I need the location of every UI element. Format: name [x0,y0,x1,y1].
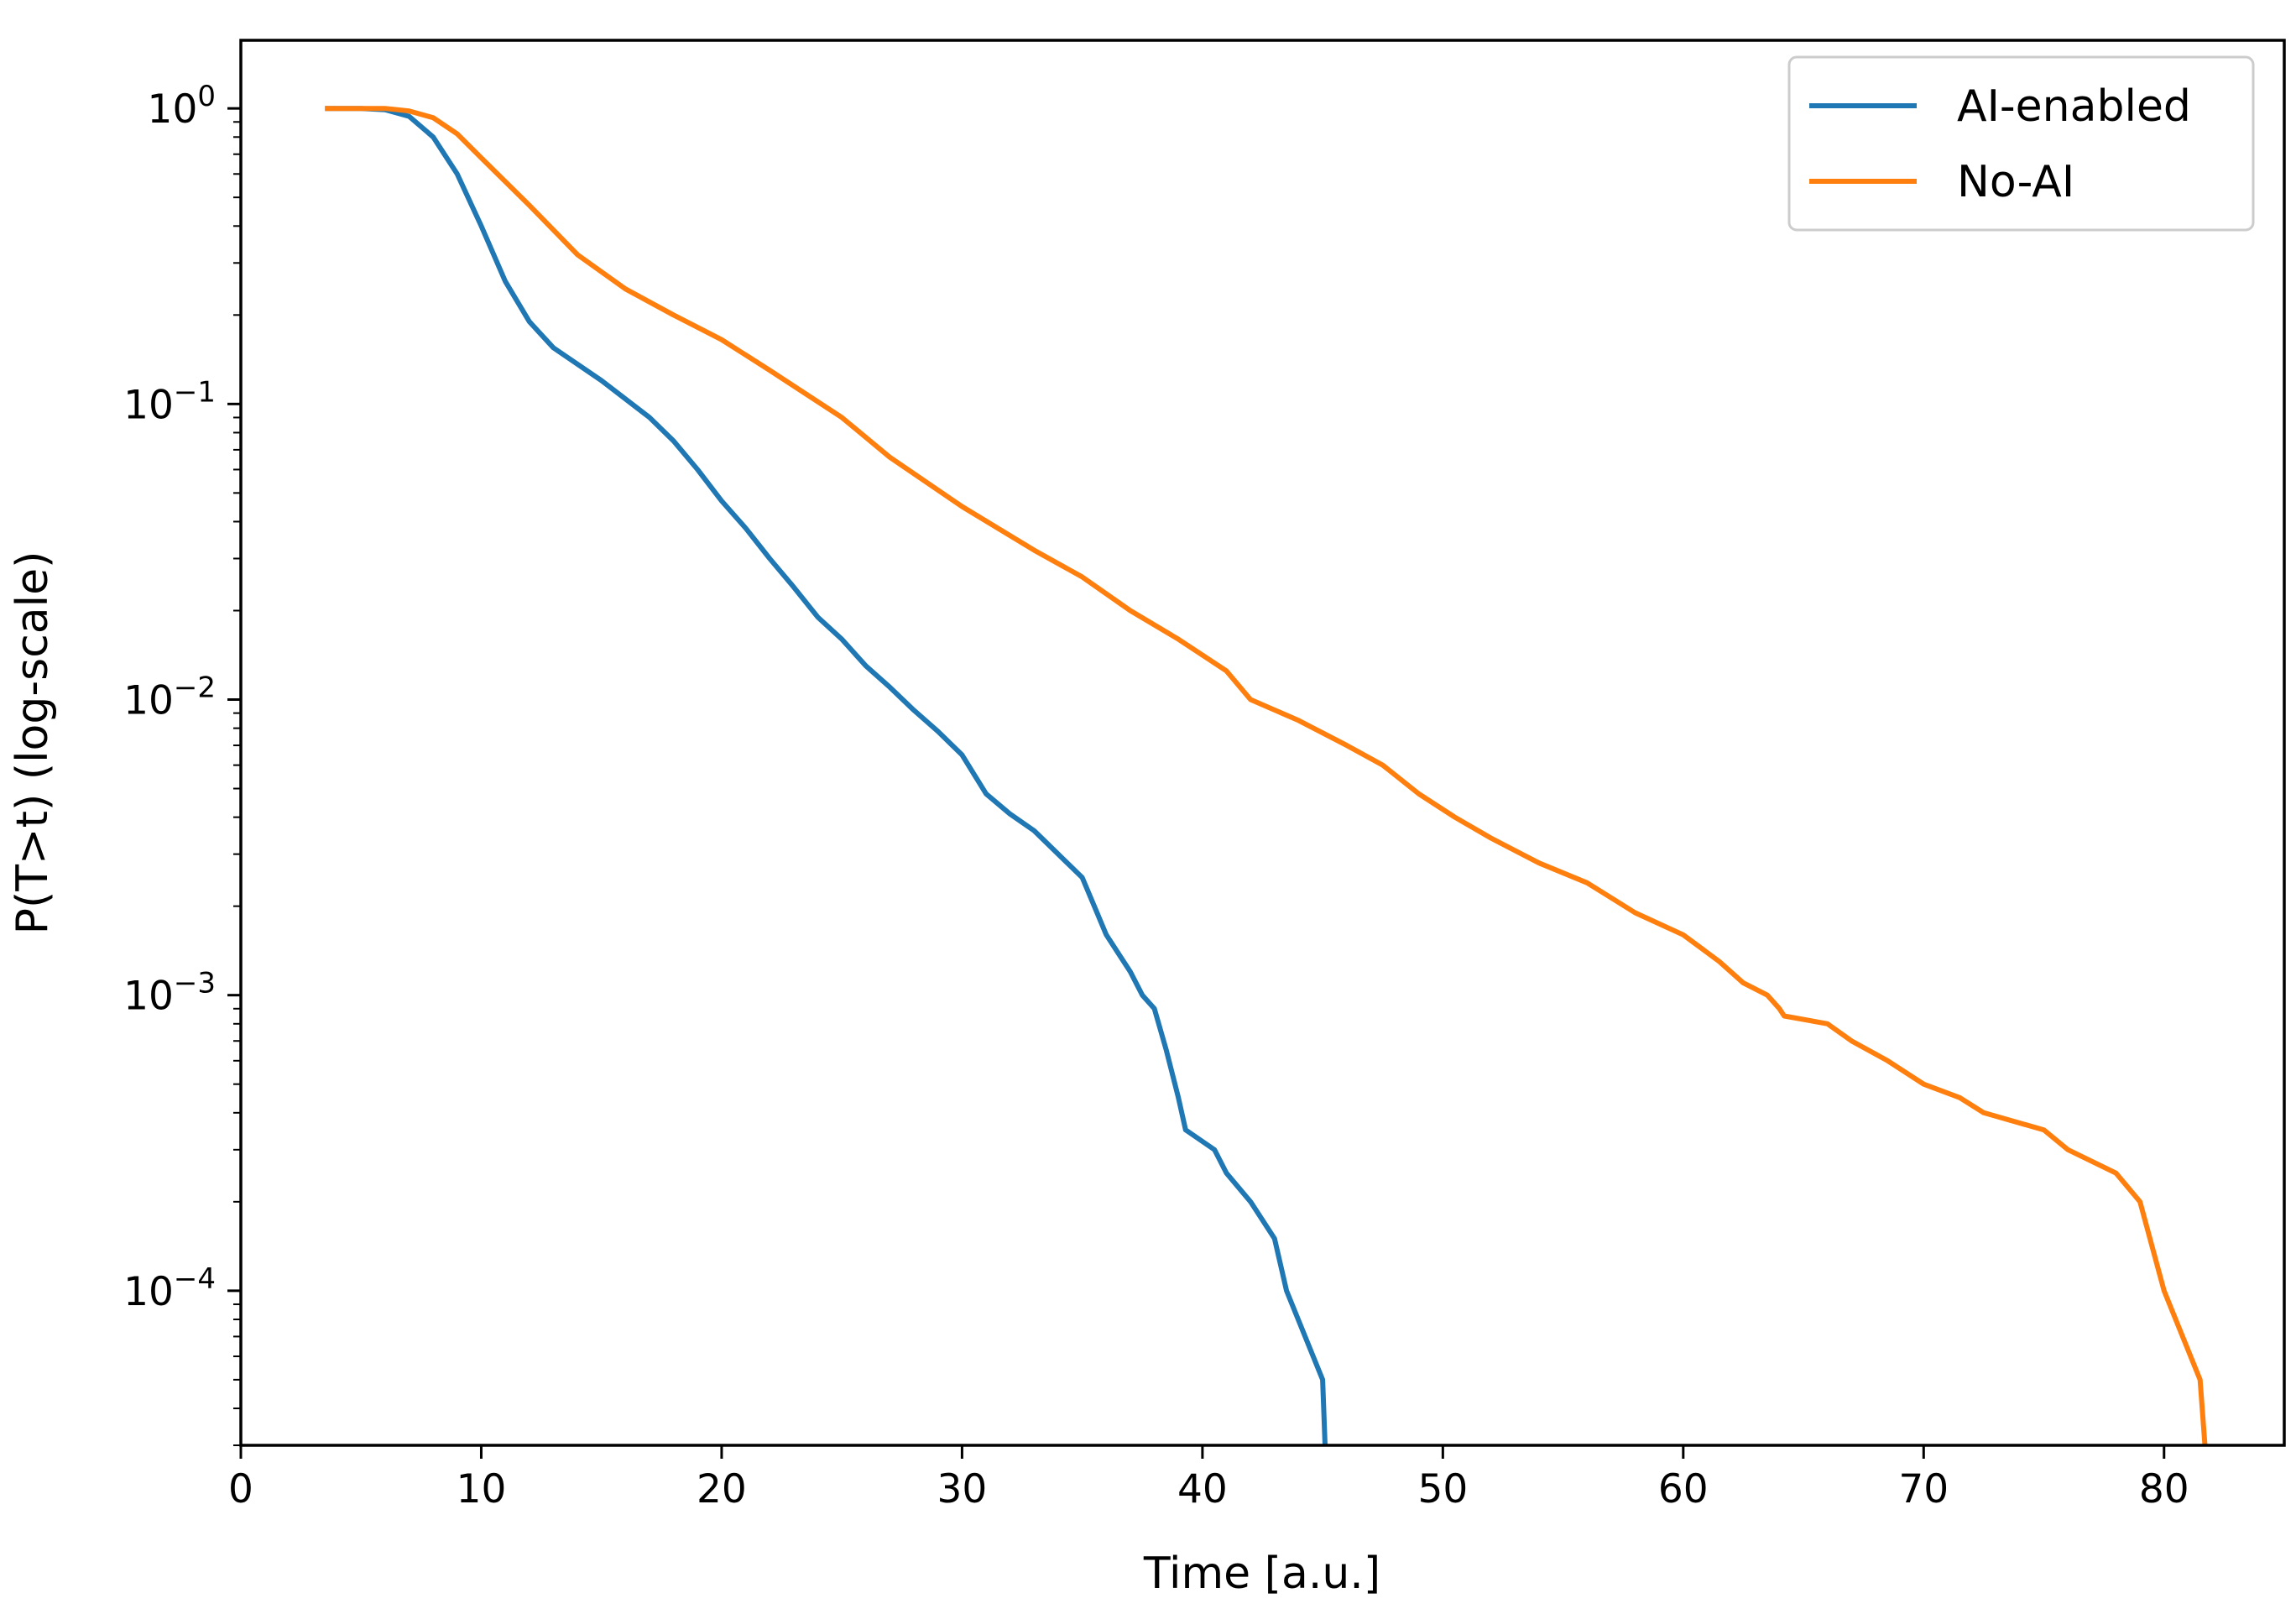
x-tick-label: 50 [1417,1466,1468,1512]
x-tick-label: 20 [697,1466,747,1512]
legend-label: AI-enabled [1957,81,2191,132]
series-line-no-ai [325,106,2208,1446]
y-tick-label: 10−1 [123,375,216,428]
plot-frame [239,39,2286,1447]
x-axis-label: Time [a.u.] [1143,1549,1380,1599]
y-axis-label: P(T>t) (log-scale) [8,551,58,935]
x-tick-label: 10 [457,1466,507,1512]
x-axis: 0 10 20 30 40 50 60 70 80 [228,1445,2189,1512]
x-tick-label: 70 [1898,1466,1949,1512]
legend-box [1787,55,2255,232]
y-axis: 100 10−1 10−2 10−3 10−4 [123,80,241,1446]
y-tick-label: 10−2 [123,671,216,724]
x-tick-label: 60 [1658,1466,1709,1512]
y-tick-label: 10−3 [123,967,216,1020]
y-tick-label: 10−4 [123,1262,216,1315]
legend: AI-enabled No-AI [1787,55,2255,232]
x-tick-label: 0 [228,1466,253,1512]
x-tick-label: 80 [2139,1466,2189,1512]
y-tick-label: 100 [148,80,216,133]
x-tick-label: 30 [937,1466,988,1512]
series-line-ai-enabled [325,106,1328,1446]
series-layer [325,106,2208,1446]
x-tick-label: 40 [1177,1466,1228,1512]
legend-label: No-AI [1957,157,2074,207]
